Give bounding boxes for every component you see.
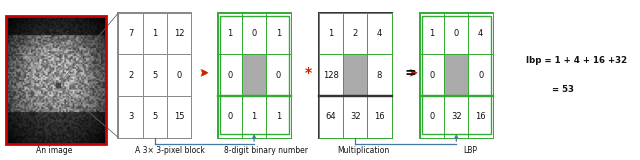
Text: 15: 15 [174, 112, 184, 121]
Bar [266, 13, 291, 54]
Bar [468, 13, 493, 54]
Text: LBP: LBP [463, 146, 477, 155]
Bar [420, 13, 493, 138]
Bar [118, 54, 143, 96]
Bar [367, 13, 392, 54]
Text: 1: 1 [328, 29, 333, 38]
Text: 0: 0 [454, 29, 459, 38]
Bar [343, 13, 367, 54]
Bar [242, 13, 266, 54]
Text: 5: 5 [152, 71, 157, 80]
Text: 2: 2 [353, 29, 358, 38]
Text: 16: 16 [374, 112, 385, 121]
Text: 3: 3 [128, 112, 133, 121]
Text: 16: 16 [476, 112, 486, 121]
Bar [420, 13, 444, 54]
Text: 0: 0 [227, 112, 232, 121]
Bar [266, 96, 291, 138]
Bar [118, 13, 143, 54]
Text: 64: 64 [326, 112, 336, 121]
Bar [319, 13, 392, 138]
Text: 1: 1 [276, 112, 281, 121]
Bar [218, 13, 242, 54]
Text: 128: 128 [323, 71, 339, 80]
Bar [319, 54, 343, 96]
Text: 1: 1 [152, 29, 157, 38]
Text: 0: 0 [227, 71, 232, 80]
Text: 0: 0 [429, 71, 435, 80]
Bar [143, 54, 167, 96]
Text: 0: 0 [429, 112, 435, 121]
Text: 0: 0 [252, 29, 257, 38]
Bar [420, 54, 444, 96]
Text: 2: 2 [128, 71, 133, 80]
Bar [468, 54, 493, 96]
Text: 1: 1 [227, 29, 232, 38]
Text: 4: 4 [377, 29, 382, 38]
Text: =: = [404, 66, 416, 80]
Bar [319, 96, 343, 138]
Bar [343, 96, 367, 138]
Bar [242, 54, 266, 96]
Text: 5: 5 [152, 112, 157, 121]
Text: A 3× 3-pixel block: A 3× 3-pixel block [134, 146, 205, 155]
Text: = 53: = 53 [552, 85, 573, 94]
Bar [167, 54, 191, 96]
Text: 32: 32 [451, 112, 461, 121]
Bar [242, 96, 266, 138]
Text: *: * [305, 66, 312, 80]
Bar [367, 96, 392, 138]
Text: 7: 7 [128, 29, 133, 38]
Text: 8-digit binary number: 8-digit binary number [223, 146, 308, 155]
Text: 8: 8 [377, 71, 382, 80]
Text: 0: 0 [276, 71, 281, 80]
Bar [167, 13, 191, 54]
Bar [367, 54, 392, 96]
Bar [118, 13, 191, 138]
Bar [6, 16, 106, 144]
Bar [468, 96, 493, 138]
Bar [218, 96, 242, 138]
Bar [319, 13, 343, 54]
Text: 0: 0 [478, 71, 483, 80]
Text: 0: 0 [177, 71, 182, 80]
Text: lbp = 1 + 4 + 16 +32: lbp = 1 + 4 + 16 +32 [526, 56, 627, 65]
Bar [266, 54, 291, 96]
Bar [218, 54, 242, 96]
Text: 1: 1 [429, 29, 435, 38]
Bar [167, 96, 191, 138]
Text: 4: 4 [478, 29, 483, 38]
Bar [143, 13, 167, 54]
Bar [143, 96, 167, 138]
Text: An image: An image [36, 146, 72, 155]
Bar [343, 54, 367, 96]
Bar [420, 96, 444, 138]
Text: Multiplication: Multiplication [337, 146, 390, 155]
Bar [118, 96, 143, 138]
Text: 1: 1 [276, 29, 281, 38]
Bar [444, 96, 468, 138]
Text: 32: 32 [350, 112, 360, 121]
Text: 1: 1 [252, 112, 257, 121]
Bar [218, 13, 291, 138]
Bar [444, 54, 468, 96]
Text: 12: 12 [174, 29, 184, 38]
Bar [444, 13, 468, 54]
